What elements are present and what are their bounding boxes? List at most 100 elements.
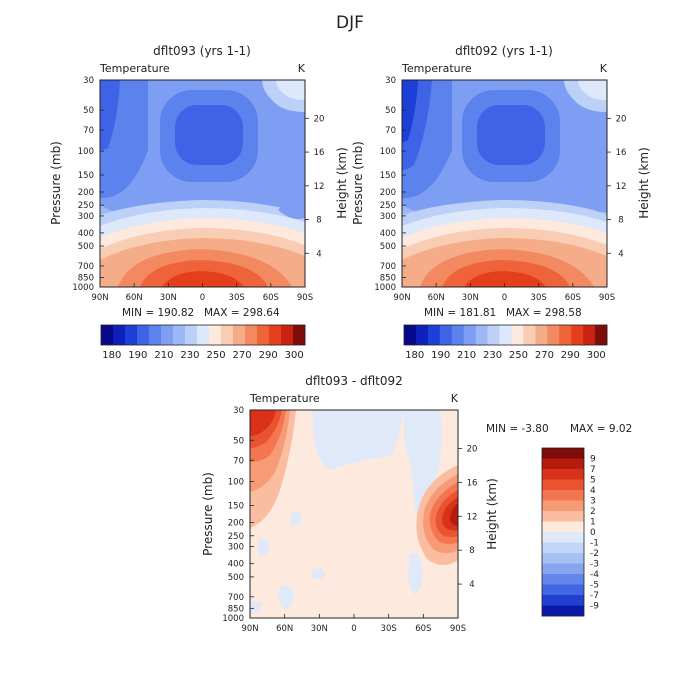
y-tick-label: 100	[78, 147, 94, 157]
colorbar-swatch	[535, 325, 548, 345]
negative-region	[290, 511, 302, 526]
colorbar-label: 4	[590, 486, 596, 496]
colorbar-swatch	[113, 325, 126, 345]
x-tick-label: 60S	[565, 293, 581, 303]
colorbar-label: 270	[233, 350, 252, 361]
y-tick-label: 700	[228, 593, 244, 603]
colorbar-swatch	[281, 325, 294, 345]
colorbar-swatch	[542, 479, 584, 491]
variable-label: Temperature	[99, 62, 170, 75]
height-tick-label: 20	[616, 114, 627, 124]
colorbar-swatch	[415, 325, 429, 345]
y-tick-label: 100	[228, 477, 244, 487]
unit-label: K	[298, 62, 306, 75]
x-tick-label: 0	[502, 293, 507, 303]
y-tick-label: 30	[233, 406, 244, 416]
colorbar-swatch	[542, 542, 584, 554]
variable-label: Temperature	[249, 392, 320, 405]
side-patch	[580, 187, 607, 213]
y-tick-label: 100	[380, 147, 396, 157]
negative-region	[250, 602, 262, 614]
y-tick-label: 500	[380, 242, 396, 252]
colorbar-label: 290	[259, 350, 278, 361]
height-axis: 20 16 12 8 4	[607, 114, 626, 259]
max-label: MAX = 298.64	[204, 307, 280, 319]
x-tick-label: 90N	[241, 624, 258, 634]
x-axis: 90N 60N 30N 0 30S 60S 90S	[241, 614, 466, 634]
colorbar-swatch	[559, 325, 572, 345]
x-axis: 90N 60N 30N 0 30S 60S 90S	[393, 283, 615, 303]
x-tick-label: 30S	[381, 624, 397, 634]
colorbar-label: -9	[590, 602, 599, 612]
y-axis-title: Pressure (mb)	[49, 141, 63, 225]
y-tick-label: 250	[78, 201, 94, 211]
x-tick-label: 30S	[531, 293, 547, 303]
colorbar-label: 290	[561, 350, 580, 361]
colorbar-swatch	[547, 325, 560, 345]
y-tick-label: 1000	[374, 283, 396, 293]
x-tick-label: 60S	[415, 624, 431, 634]
colorbar-label: 190	[128, 350, 147, 361]
y-tick-label: 30	[83, 76, 94, 86]
y-axis-title: Pressure (mb)	[351, 141, 365, 225]
colorbar-label: -4	[590, 570, 599, 580]
colorbar-label: 210	[457, 350, 476, 361]
height-tick-label: 20	[467, 445, 478, 455]
x-tick-label: 0	[200, 293, 205, 303]
height-tick-label: 4	[469, 580, 474, 590]
colorbar-swatch	[245, 325, 258, 345]
x-tick-label: 30N	[462, 293, 479, 303]
colorbar: 180 190 210 230 250 270 290 300	[403, 324, 608, 361]
colorbar-label: -2	[590, 549, 599, 559]
height-tick-label: 16	[314, 148, 325, 158]
colorbar-label: 180	[405, 350, 424, 361]
y-tick-label: 300	[78, 212, 94, 222]
unit-label: K	[451, 392, 459, 405]
y-tick-label: 400	[78, 229, 94, 239]
negative-region	[278, 585, 294, 610]
y-tick-label: 850	[380, 273, 396, 283]
height-tick-label: 8	[316, 216, 321, 226]
height-tick-label: 12	[314, 182, 325, 192]
colorbar-swatch	[542, 574, 584, 585]
y-tick-label: 400	[228, 560, 244, 570]
height-tick-label: 20	[314, 114, 325, 124]
y-tick-label: 150	[380, 171, 396, 181]
y-tick-label: 500	[78, 242, 94, 252]
colorbar-swatch	[487, 325, 500, 345]
colorbar-swatch	[451, 325, 465, 345]
colorbar-label: 1	[590, 518, 596, 528]
x-tick-label: 60N	[428, 293, 445, 303]
colorbar-swatch	[542, 448, 584, 459]
x-tick-label: 90S	[450, 624, 466, 634]
colorbar-swatch	[542, 500, 584, 512]
colorbar-label: -7	[590, 591, 599, 601]
height-axis: 20 16 12 8 4	[305, 114, 324, 259]
y-tick-label: 70	[233, 456, 244, 466]
cold-pole-core	[402, 80, 418, 142]
panel-dflt092: dflt092 (yrs 1-1) Temperature K 30 50 70 10…	[351, 44, 651, 361]
colorbar-swatch	[499, 325, 512, 345]
panel-title: dflt093 (yrs 1-1)	[153, 44, 251, 58]
colorbar-swatch	[571, 325, 584, 345]
colorbar-label: 7	[590, 465, 596, 475]
cold-pole-core	[100, 80, 120, 150]
colorbar-swatch	[542, 458, 584, 470]
height-axis-title: Height (km)	[485, 478, 499, 549]
colorbar-swatch	[125, 325, 138, 345]
colorbar-swatch	[523, 325, 536, 345]
negative-region	[408, 552, 423, 595]
warm-upper-patch	[276, 80, 305, 100]
y-tick-label: 150	[78, 171, 94, 181]
colorbar-swatch	[542, 469, 584, 480]
y-tick-label: 250	[228, 532, 244, 542]
colorbar-swatch	[542, 511, 584, 522]
y-tick-label: 700	[78, 262, 94, 272]
y-tick-label: 850	[78, 273, 94, 283]
height-tick-label: 8	[618, 216, 623, 226]
colorbar-label: -3	[590, 560, 599, 570]
y-tick-label: 50	[233, 436, 244, 446]
colorbar-swatch	[233, 325, 246, 345]
x-tick-label: 0	[351, 624, 356, 634]
